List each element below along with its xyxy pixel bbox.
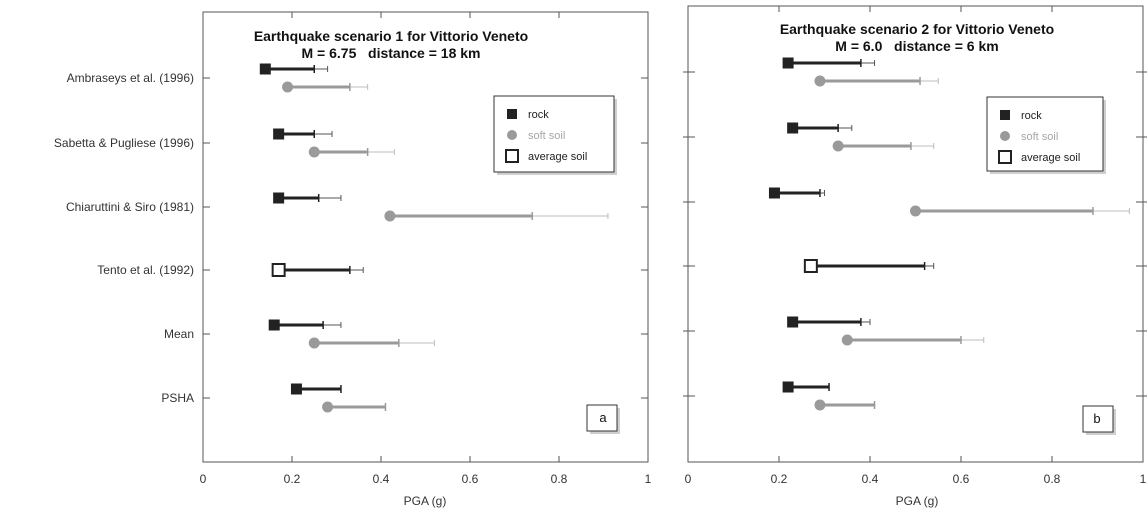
legend-marker-soft-soil [507,130,517,140]
x-tick-label: 0 [200,472,207,486]
x-tick-label: 0.2 [771,472,788,486]
plot-frame [687,5,1144,463]
legend-marker-soft-soil [1000,131,1010,141]
legend-label: rock [528,109,549,121]
point-soft-soil [308,146,320,158]
category-label: Sabetta & Pugliese (1996) [54,136,194,150]
chart-b-panel-label: b [1093,411,1100,426]
x-tick-label: 0.2 [284,472,301,486]
point-rock [787,122,799,134]
x-tick-label: 0 [685,472,692,486]
legend-label: average soil [528,151,587,163]
point-rock [768,187,780,199]
point-average-soil [803,259,818,273]
x-tick-label: 0.8 [551,472,568,486]
x-tick-label: 0.6 [953,472,970,486]
legend-label: soft soil [1021,131,1058,143]
chart-a-xlabel: PGA (g) [404,494,447,508]
chart-a-panel-label: a [599,410,607,425]
plot-frame [202,11,649,463]
x-tick-label: 0.8 [1044,472,1061,486]
legend-marker-rock [1000,110,1010,120]
panel-label-box [1082,405,1114,433]
x-tick-label: 1 [645,472,652,486]
chart-b-subtitle: M = 6.0 distance = 6 km [835,38,998,54]
point-soft-soil [282,81,294,93]
category-label: Mean [164,327,194,341]
category-label: Tento et al. (1992) [97,263,194,277]
chart-a-subtitle: M = 6.75 distance = 18 km [302,45,481,61]
chart-a-title: Earthquake scenario 1 for Vittorio Venet… [254,28,528,44]
point-rock [273,128,285,140]
category-label: PSHA [161,391,194,405]
x-tick-label: 0.4 [373,472,390,486]
x-tick-label: 0.6 [462,472,479,486]
point-average-soil [271,263,286,277]
point-soft-soil [832,140,844,152]
point-soft-soil [384,210,396,222]
legend-marker-rock [507,109,517,119]
point-soft-soil [841,334,853,346]
chart-b-xlabel: PGA (g) [896,494,939,508]
point-rock [290,383,302,395]
point-rock [782,57,794,69]
point-soft-soil [910,205,921,217]
point-rock [259,63,271,75]
category-label: Chiaruttini & Siro (1981) [66,200,194,214]
x-tick-label: 1 [1140,472,1147,486]
panel-a: Earthquake scenario 1 for Vittorio Venet… [54,11,652,508]
point-rock [268,319,280,331]
legend-label: rock [1021,110,1042,122]
legend-label: soft soil [528,130,565,142]
panel-b: Earthquake scenario 2 for Vittorio Venet… [683,5,1147,508]
point-rock [787,316,799,328]
panel-label-box [586,404,618,432]
legend-marker-average-soil [998,150,1012,164]
point-soft-soil [322,401,334,413]
x-tick-label: 0.4 [862,472,879,486]
point-rock [782,381,794,393]
legend-label: average soil [1021,152,1080,164]
legend-marker-average-soil [505,149,519,163]
chart-b-title: Earthquake scenario 2 for Vittorio Venet… [780,21,1054,37]
point-soft-soil [814,399,826,411]
point-rock [273,192,285,204]
point-soft-soil [308,337,320,349]
point-soft-soil [814,75,826,87]
category-label: Ambraseys et al. (1996) [67,71,194,85]
